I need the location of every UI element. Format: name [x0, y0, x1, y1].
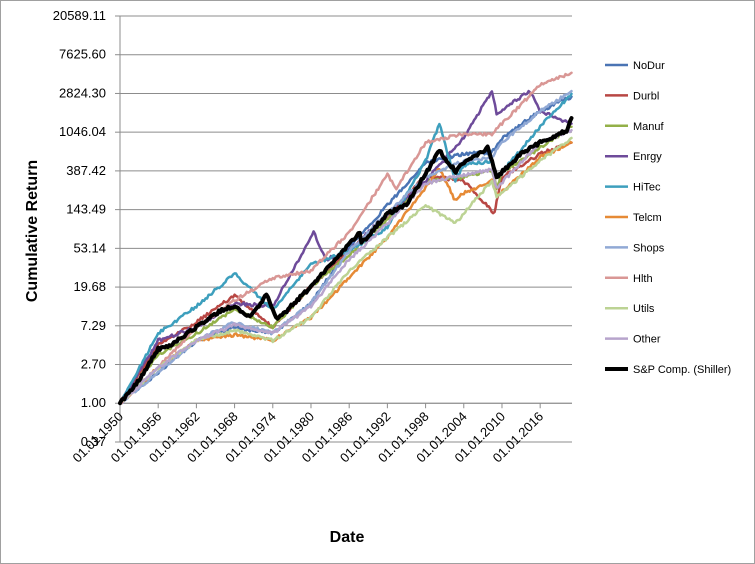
gridlines [120, 15, 572, 443]
legend-label: Hlth [633, 273, 653, 285]
legend-label: Manuf [633, 121, 665, 133]
series-line [118, 128, 573, 405]
y-axis-title: Cumulative Return [24, 160, 41, 302]
x-axis-title: Date [330, 529, 365, 546]
legend: NoDur Durbl Manuf Enrgy HiTec Telcm Shops Hlth U… [605, 60, 731, 376]
legend-label: NoDur [633, 60, 665, 72]
series-line [118, 116, 574, 406]
series-lines [118, 71, 574, 406]
y-tick-label: 387.42 [66, 163, 106, 178]
legend-label: S&P Comp. (Shiller) [633, 364, 731, 376]
y-tick-label: 2.70 [81, 357, 106, 372]
legend-label: Durbl [633, 90, 659, 102]
legend-label: Utils [633, 303, 655, 315]
y-tick-label: 2824.30 [59, 85, 106, 100]
legend-label: Enrgy [633, 151, 662, 163]
y-tick-label: 1046.04 [59, 124, 106, 139]
series-line [118, 71, 573, 405]
y-tick-label: 7.29 [81, 318, 106, 333]
y-tick-label: 0.37 [81, 434, 106, 449]
legend-label: Shops [633, 242, 665, 254]
y-tick-label: 19.68 [73, 279, 106, 294]
legend-label: Telcm [633, 212, 662, 224]
y-tick-label: 143.49 [66, 202, 106, 217]
legend-label: HiTec [633, 182, 661, 194]
y-tick-label: 1.00 [81, 395, 106, 410]
y-tick-label: 20589.11 [53, 8, 106, 23]
y-tick-label: 53.14 [73, 240, 106, 255]
y-tick-label: 7625.60 [59, 47, 106, 62]
legend-label: Other [633, 334, 661, 346]
